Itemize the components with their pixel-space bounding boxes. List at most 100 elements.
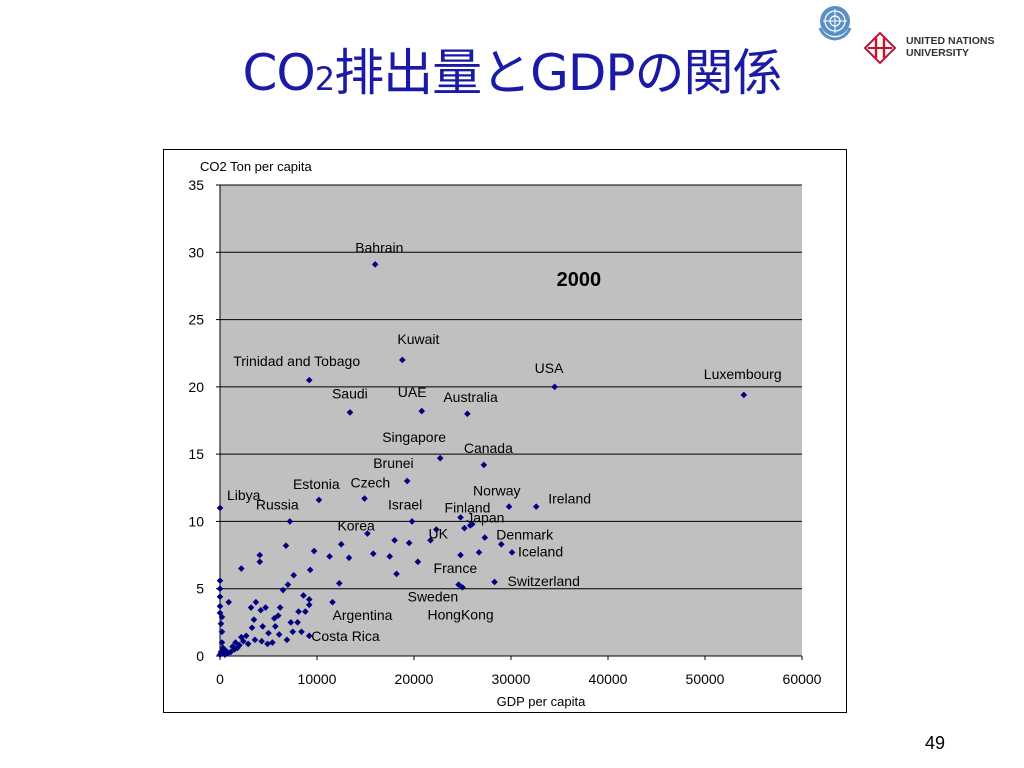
data-point [302,608,309,615]
point-label-uae: UAE [398,384,427,400]
data-point [216,609,224,617]
data-point [216,593,224,601]
data-point [265,629,272,637]
data-point-canada [480,461,488,469]
data-point-finland [457,514,464,521]
data-point [247,604,255,611]
y-tick-label: 25 [188,312,204,328]
data-point [218,628,226,636]
data-point [216,585,224,593]
data-point-saudi [346,409,354,416]
point-label-iceland: Iceland [518,543,563,559]
data-point-switzerland [491,578,498,586]
data-point [290,571,298,579]
data-point [294,619,301,626]
data-point [252,598,260,606]
data-point-israel [408,518,416,525]
grid-lines [220,184,802,590]
point-label-switzerland: Switzerland [508,573,580,589]
point-label-trinidad-and-tobago: Trinidad and Tobago [233,353,360,369]
data-point [257,606,265,614]
data-point [391,536,398,544]
un-emblem-icon [818,6,852,41]
data-point [289,628,297,636]
data-point-japan [466,522,474,529]
x-tick-label: 10000 [298,671,337,687]
unu-logo-text: UNITED NATIONS UNIVERSITY [906,35,994,59]
point-label-bahrain: Bahrain [355,239,403,255]
y-tick-label: 0 [196,648,204,664]
x-tick-label: 50000 [686,671,725,687]
data-point [218,639,226,646]
data-point [326,553,333,560]
data-point [279,586,287,594]
data-point [222,647,230,654]
title-part-co: CO [242,44,315,102]
point-label-singapore: Singapore [382,429,446,445]
data-point [475,549,483,556]
data-point [251,636,259,644]
data-point-france [457,551,464,559]
x-tick-label: 20000 [395,671,434,687]
data-point [216,577,224,584]
y-tick-label: 30 [188,244,204,260]
data-point [336,580,343,587]
data-point [274,612,282,619]
data-point [262,604,269,611]
point-label-saudi: Saudi [332,385,368,401]
y-tick-label: 10 [188,513,204,529]
point-label-kuwait: Kuwait [397,331,439,347]
data-point-bahrain [371,261,379,268]
data-point-ireland [532,503,540,510]
y-tick-label: 5 [196,581,204,597]
data-point [481,534,489,541]
data-point-singapore [436,454,444,462]
point-label-korea: Korea [337,518,375,534]
data-point [250,616,258,623]
point-label-luxembourg: Luxembourg [704,366,782,382]
data-point-trinidad-and-tobago [305,376,313,384]
data-point-denmark [498,541,505,548]
data-point [225,598,233,606]
data-point [216,602,224,610]
data-point [414,558,422,566]
point-labels: Bahrain Kuwait Trinidad and Tobago USA Luxem… [227,239,782,643]
x-tick-label: 40000 [589,671,628,687]
data-point [238,565,245,572]
point-label-usa: USA [535,360,564,376]
data-point [283,636,291,644]
data-point-uae [418,407,426,415]
data-point [298,628,305,636]
data-point [269,639,276,646]
logo-line-2: UNIVERSITY [906,47,970,59]
x-tick-label: 0 [216,671,224,687]
data-point [393,570,400,578]
data-point-sweden [455,581,462,588]
point-label-estonia: Estonia [293,476,340,492]
chart-frame: 0 10000 20000 30000 40000 50000 60000 0 5 10 15 20… [163,149,847,713]
point-label-argentina: Argentina [333,607,393,623]
data-point [216,651,224,658]
x-axis-title: GDP per capita [497,694,586,709]
data-point-korea [364,530,371,537]
data-point [275,631,283,638]
data-point [276,604,284,611]
x-tick-label: 60000 [783,671,822,687]
data-point-uk [427,536,434,544]
data-point-kuwait [399,356,406,364]
y-tick-label: 15 [188,446,204,462]
data-point-hongkong [459,584,466,591]
point-label-israel: Israel [388,496,422,512]
plot-area [220,185,802,656]
x-tick-labels: 0 10000 20000 30000 40000 50000 60000 [216,671,822,687]
point-label-sweden: Sweden [408,589,459,605]
title-part-rest: 排出量とGDPの関係 [334,44,782,102]
point-label-norway: Norway [473,483,520,499]
data-point-estonia [315,496,323,504]
data-point-iceland [508,549,516,556]
data-point [386,553,394,560]
data-point [461,524,468,532]
point-label-finland: Finland [445,499,491,515]
data-point [248,624,256,632]
data-point [217,620,225,628]
